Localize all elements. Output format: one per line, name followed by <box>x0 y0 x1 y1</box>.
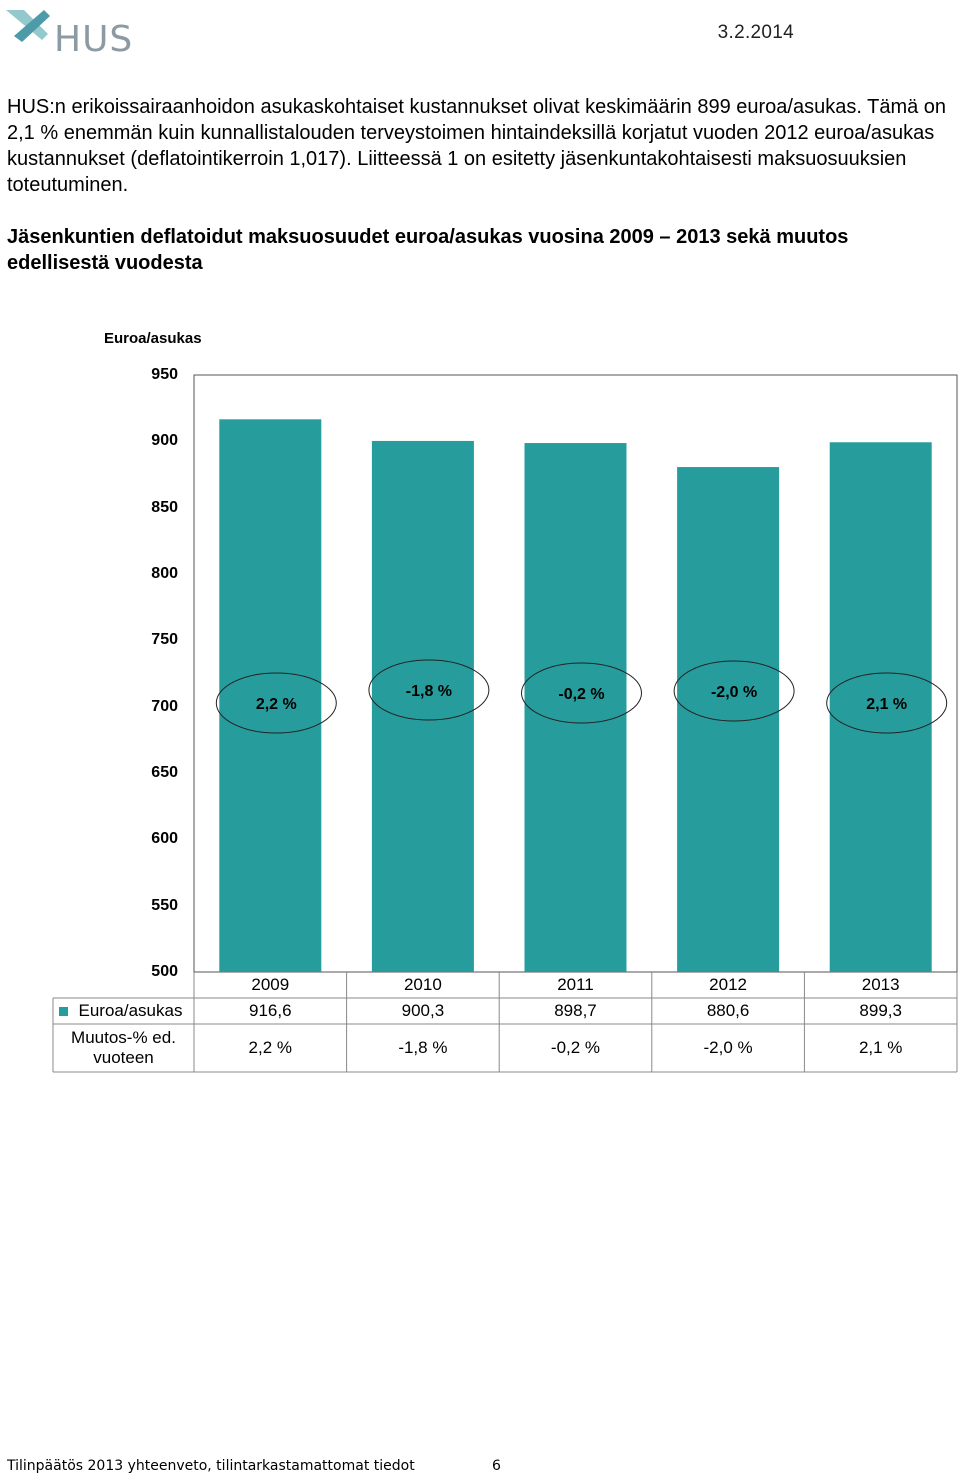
y-tick-label: 900 <box>151 432 178 450</box>
y-axis-label: Euroa/asukas <box>104 330 202 347</box>
change-annotation-ellipse <box>215 672 337 734</box>
y-tick-label: 500 <box>151 963 178 980</box>
bar-2009 <box>219 419 322 972</box>
y-tick-label: 650 <box>151 764 178 781</box>
change-annotation-label: -1,8 % <box>406 683 452 700</box>
change-annotation-label: -2,0 % <box>711 684 757 701</box>
table-value-cell: 900,3 <box>401 1001 445 1020</box>
x-tick-label: 2013 <box>861 975 900 994</box>
figure-heading: Jäsenkuntien deflatoidut maksuosuudet eu… <box>7 226 849 274</box>
table-value-cell: 899,3 <box>859 1001 902 1020</box>
change-annotation-label: 2,1 % <box>866 696 907 713</box>
change-annotation-label: -0,2 % <box>558 686 604 703</box>
y-tick-label: 550 <box>151 896 178 914</box>
table-value-cell: 916,6 <box>249 1001 292 1020</box>
table-value-cell: 898,7 <box>554 1001 597 1020</box>
table-value-cell: 880,6 <box>706 1001 750 1020</box>
change-annotation-ellipse <box>673 660 795 722</box>
table-change-cell: -0,2 % <box>550 1038 601 1057</box>
bar-2012 <box>677 467 780 972</box>
table-change-cell: -1,8 % <box>398 1038 448 1057</box>
table-row-label-values: Euroa/asukas <box>78 1001 183 1020</box>
x-tick-label: 2012 <box>709 975 747 994</box>
y-tick-label: 750 <box>151 631 178 649</box>
change-annotation-ellipse <box>368 659 490 721</box>
table-change-cell: 2,1 % <box>858 1038 903 1057</box>
logo-text: HUS <box>54 19 134 60</box>
y-tick-label: 800 <box>151 565 178 582</box>
page-number: 6 <box>492 1458 501 1474</box>
document-date: 3.2.2014 <box>717 22 794 43</box>
table-change-cell: 2,2 % <box>248 1038 293 1057</box>
table-change-cell: -2,0 % <box>703 1038 753 1057</box>
legend-key-euroa-asukas <box>59 1007 68 1016</box>
hus-logo: HUS <box>4 6 144 60</box>
y-tick-label: 700 <box>151 697 178 715</box>
y-tick-label: 950 <box>151 366 178 383</box>
x-tick-label: 2010 <box>403 975 442 994</box>
x-tick-label: 2011 <box>557 975 594 994</box>
footer-text: Tilinpäätös 2013 yhteenveto, tilintarkas… <box>7 1458 415 1474</box>
x-tick-label: 2009 <box>251 975 290 994</box>
bar-2011 <box>524 443 627 973</box>
bar-2013 <box>829 442 932 973</box>
change-annotation-label: 2,2 % <box>256 696 297 713</box>
table-row-label-change: Muutos-% ed. vuoteen <box>71 1028 176 1067</box>
change-annotation-ellipse <box>826 672 948 734</box>
y-tick-label: 850 <box>151 498 178 516</box>
change-annotation-ellipse <box>521 662 642 724</box>
y-tick-label: 600 <box>151 830 178 848</box>
hus-logo-mark <box>6 10 50 42</box>
bar-2010 <box>371 440 474 973</box>
bar-chart: 2,2 % -1,8 % -0,2 % -2,0 % 2,1 % <box>52 374 958 1073</box>
intro-paragraph: HUS:n erikoissairaanhoidon asukaskohtais… <box>7 96 947 196</box>
